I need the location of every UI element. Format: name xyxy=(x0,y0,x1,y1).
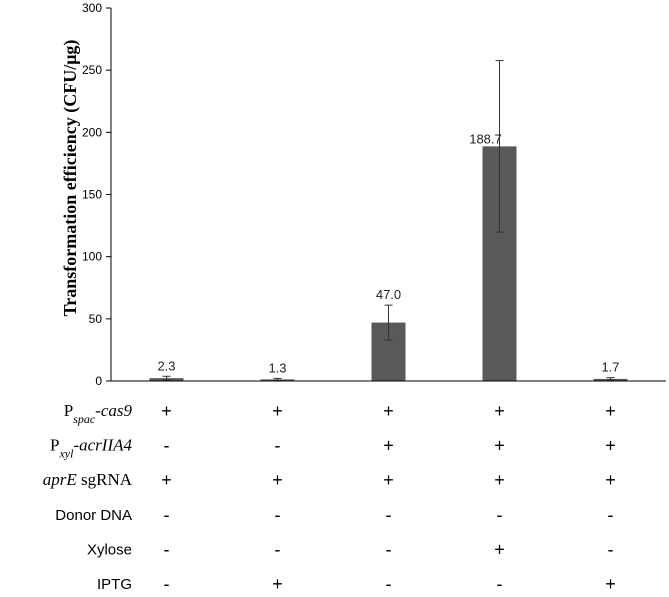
condition-mark: + xyxy=(605,401,616,421)
error-bar xyxy=(384,304,393,341)
condition-mark: + xyxy=(272,470,283,490)
y-axis-ticks: 0 50 100 150 200 250 300 xyxy=(82,1,111,388)
condition-mark: + xyxy=(383,401,394,421)
y-tick-label: 0 xyxy=(95,374,102,388)
error-bar xyxy=(162,375,171,381)
y-tick-label: 200 xyxy=(82,125,102,139)
condition-row-label: Pspac-cas9 xyxy=(64,401,133,426)
condition-mark: + xyxy=(494,539,505,559)
condition-mark: - xyxy=(608,505,614,525)
condition-mark: - xyxy=(497,505,503,525)
condition-mark: - xyxy=(164,505,170,525)
condition-mark: + xyxy=(605,436,616,456)
condition-mark: + xyxy=(272,574,283,594)
condition-mark: + xyxy=(494,470,505,490)
error-bars xyxy=(162,60,615,381)
error-bar xyxy=(495,60,504,233)
condition-mark: + xyxy=(383,436,394,456)
condition-mark: + xyxy=(272,401,283,421)
y-tick-label: 150 xyxy=(82,188,102,202)
condition-mark: + xyxy=(605,470,616,490)
condition-row-label: Pxyl-acrIIA4 xyxy=(50,436,133,461)
data-label: 47.0 xyxy=(376,287,401,302)
condition-mark: - xyxy=(386,574,392,594)
condition-mark: + xyxy=(494,436,505,456)
data-label: 2.3 xyxy=(157,358,175,373)
condition-row-label: Xylose xyxy=(87,541,132,558)
error-bar xyxy=(273,377,282,381)
y-axis-title: Transformation efficiency (CFU/μg) xyxy=(60,40,81,317)
condition-mark: - xyxy=(608,539,614,559)
condition-mark: - xyxy=(275,505,281,525)
condition-mark: - xyxy=(386,505,392,525)
y-tick-label: 300 xyxy=(82,1,102,15)
y-tick-label: 250 xyxy=(82,63,102,77)
condition-table: Pspac-cas9 + + + + + Pxyl-acrIIA4 - - + + + aprE sgR… xyxy=(43,401,616,594)
condition-mark: - xyxy=(497,574,503,594)
condition-mark: + xyxy=(605,574,616,594)
condition-mark: - xyxy=(164,574,170,594)
condition-mark: - xyxy=(164,436,170,456)
condition-mark: - xyxy=(386,539,392,559)
condition-mark: - xyxy=(164,539,170,559)
condition-row-label: Donor DNA xyxy=(55,507,132,524)
data-labels: 2.3 1.3 47.0 188.7 1.7 xyxy=(157,131,619,375)
condition-mark: - xyxy=(275,436,281,456)
condition-mark: + xyxy=(383,470,394,490)
bars xyxy=(149,146,628,381)
condition-row-label: aprE sgRNA xyxy=(43,470,133,489)
y-tick-label: 50 xyxy=(89,312,103,326)
condition-mark: + xyxy=(494,401,505,421)
y-tick-label: 100 xyxy=(82,250,102,264)
data-label: 1.7 xyxy=(601,360,619,375)
condition-row-label: IPTG xyxy=(97,576,132,593)
condition-mark: + xyxy=(161,470,172,490)
error-bar xyxy=(606,377,615,381)
data-label: 188.7 xyxy=(469,131,502,146)
condition-mark: - xyxy=(275,539,281,559)
data-label: 1.3 xyxy=(268,360,286,375)
condition-mark: + xyxy=(161,401,172,421)
